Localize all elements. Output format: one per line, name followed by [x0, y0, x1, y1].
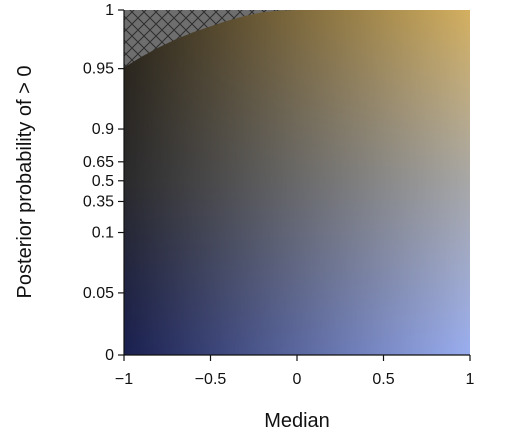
x-tick-label: 0	[293, 371, 302, 388]
plot-area	[124, 10, 470, 355]
x-tick-label: 1	[466, 371, 475, 388]
invalid-region	[124, 10, 297, 68]
y-tick-label: 0.65	[83, 154, 114, 171]
y-axis: 0 0.05 0.1 0.35 0.5 0.65 0.9 0.95 1	[83, 2, 125, 364]
y-tick-label: 0.1	[92, 225, 114, 242]
x-axis-title: Median	[264, 410, 330, 432]
x-tick-label: 0.5	[372, 371, 394, 388]
y-tick-label: 0.05	[83, 285, 114, 302]
y-axis-title: Posterior probability of > 0	[14, 66, 36, 299]
y-tick-label: 0.35	[83, 193, 114, 210]
x-tick-label: −1	[115, 371, 133, 388]
y-tick-label: 0.95	[83, 61, 114, 78]
x-tick-label: −0.5	[195, 371, 227, 388]
gradient-overlay	[124, 10, 470, 355]
y-tick-label: 1	[105, 2, 114, 19]
y-tick-label: 0.9	[92, 121, 114, 138]
x-axis: −1 −0.5 0 0.5 1	[115, 354, 475, 388]
y-tick-label: 0.5	[92, 173, 114, 190]
y-tick-label: 0	[105, 347, 114, 364]
